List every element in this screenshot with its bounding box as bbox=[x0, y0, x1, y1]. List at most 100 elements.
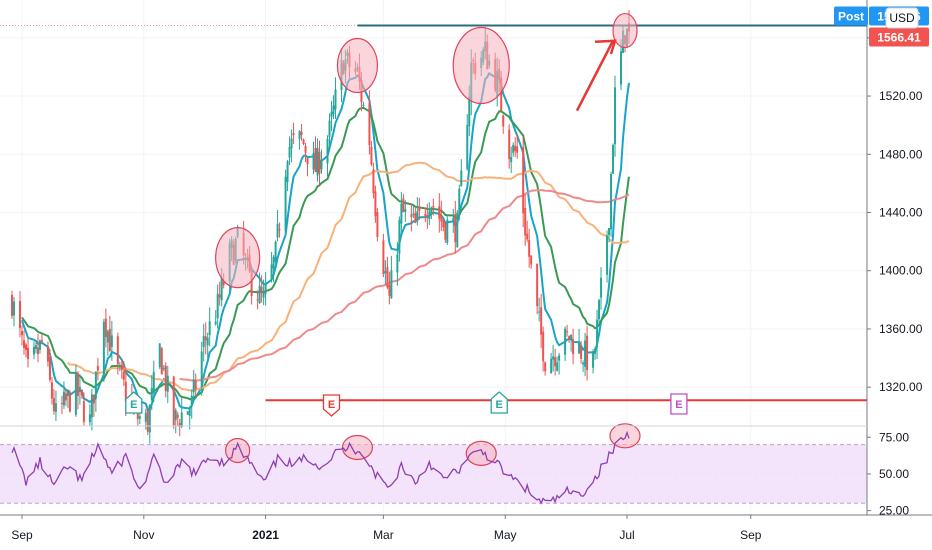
candle-body bbox=[54, 403, 57, 412]
price-tick-label: 1440.00 bbox=[879, 206, 923, 220]
candle-body bbox=[52, 398, 55, 412]
candle-body bbox=[432, 205, 435, 208]
candle-body bbox=[104, 318, 107, 338]
earnings-marker[interactable]: E bbox=[322, 394, 341, 417]
candle-body bbox=[550, 358, 553, 374]
candle-body bbox=[80, 389, 83, 396]
candle-body bbox=[152, 371, 155, 394]
candle-body bbox=[446, 219, 449, 243]
candle-body bbox=[34, 345, 37, 349]
candle-body bbox=[458, 188, 461, 213]
candle-body bbox=[414, 213, 417, 223]
candle-body bbox=[264, 284, 267, 294]
candle-body bbox=[22, 340, 25, 349]
candle-body bbox=[410, 214, 413, 218]
earnings-marker[interactable]: E bbox=[670, 393, 688, 415]
axes bbox=[0, 0, 932, 516]
candle-body bbox=[460, 170, 463, 187]
price-tick-label: 1520.00 bbox=[879, 89, 923, 103]
time-tick-label: Jul bbox=[619, 528, 634, 542]
candle-body bbox=[116, 336, 119, 365]
candle-body bbox=[444, 223, 447, 240]
candle-body bbox=[404, 209, 407, 212]
time-tick-label: Sep bbox=[11, 528, 33, 542]
candle-body bbox=[108, 328, 111, 352]
candle-body bbox=[326, 138, 329, 164]
earnings-marker[interactable]: E bbox=[125, 391, 143, 414]
candle-body bbox=[402, 198, 405, 212]
candle-body bbox=[570, 334, 573, 338]
candle-body bbox=[202, 336, 205, 348]
candle-body bbox=[298, 131, 301, 140]
candle-body bbox=[510, 157, 513, 163]
candle-body bbox=[160, 348, 163, 375]
candle-body bbox=[78, 386, 81, 392]
candle-body bbox=[514, 145, 517, 151]
candle-body bbox=[174, 410, 177, 420]
earnings-marker-shape bbox=[322, 394, 341, 417]
candle-body bbox=[96, 366, 99, 371]
candle-body bbox=[530, 255, 533, 265]
ma-200-line bbox=[179, 189, 630, 382]
candle-body bbox=[164, 365, 167, 391]
candle-body bbox=[536, 263, 539, 307]
candle-body bbox=[74, 374, 77, 415]
candle-body bbox=[598, 299, 601, 320]
candle-body bbox=[148, 405, 151, 433]
price-tick-label: 1360.00 bbox=[879, 322, 923, 336]
price-tick-label: 1400.00 bbox=[879, 264, 923, 278]
candle-body bbox=[580, 346, 583, 359]
candle-body bbox=[452, 217, 455, 222]
candle-body bbox=[566, 331, 569, 333]
candle-body bbox=[330, 111, 333, 117]
candle-body bbox=[286, 161, 289, 182]
candle-body bbox=[568, 335, 571, 340]
candle-body bbox=[26, 347, 29, 360]
candle-body bbox=[288, 146, 291, 158]
candle-body bbox=[384, 271, 387, 274]
candle-body bbox=[90, 394, 93, 418]
candle-body bbox=[13, 301, 16, 316]
candle-body bbox=[526, 233, 529, 240]
candle-body bbox=[318, 151, 321, 174]
candle-body bbox=[334, 89, 337, 110]
rsi-band-fill bbox=[0, 444, 867, 504]
earnings-marker[interactable]: E bbox=[490, 391, 508, 414]
candle-body bbox=[172, 376, 175, 426]
candle-body bbox=[220, 278, 223, 301]
candle-body bbox=[186, 411, 189, 415]
candle-body bbox=[594, 348, 597, 354]
candle-body bbox=[516, 146, 519, 153]
candle-body bbox=[332, 105, 335, 115]
currency-badge-box[interactable] bbox=[885, 7, 919, 29]
time-axis[interactable]: Sep Nov 2021 Mar May Jul Sep bbox=[11, 515, 762, 542]
currency-badge[interactable]: USD bbox=[885, 7, 919, 29]
candle-body bbox=[60, 403, 63, 405]
candle-body bbox=[138, 416, 141, 419]
candle-body bbox=[290, 138, 293, 149]
candle-body bbox=[68, 392, 71, 412]
candle-body bbox=[418, 206, 421, 211]
candle-body bbox=[468, 96, 471, 127]
horizontal-levels[interactable] bbox=[0, 24, 867, 402]
candle-body bbox=[274, 241, 277, 263]
candle-body bbox=[454, 214, 457, 243]
candle-body bbox=[398, 219, 401, 254]
earnings-marker-label: E bbox=[130, 399, 137, 411]
earnings-marker-shape bbox=[125, 391, 143, 414]
candle-body bbox=[376, 212, 379, 237]
earnings-marker-label: E bbox=[328, 399, 335, 411]
candle-body bbox=[508, 129, 511, 160]
candle-body bbox=[382, 240, 385, 275]
candle-body bbox=[188, 409, 191, 417]
candle-body bbox=[600, 277, 603, 298]
candle-body bbox=[124, 381, 127, 402]
candle-body bbox=[19, 301, 22, 329]
rsi-axis[interactable]: 25.00 50.00 75.00 bbox=[867, 430, 909, 518]
candle-body bbox=[284, 176, 287, 232]
candle-body bbox=[442, 220, 445, 228]
candle-body bbox=[522, 147, 525, 214]
